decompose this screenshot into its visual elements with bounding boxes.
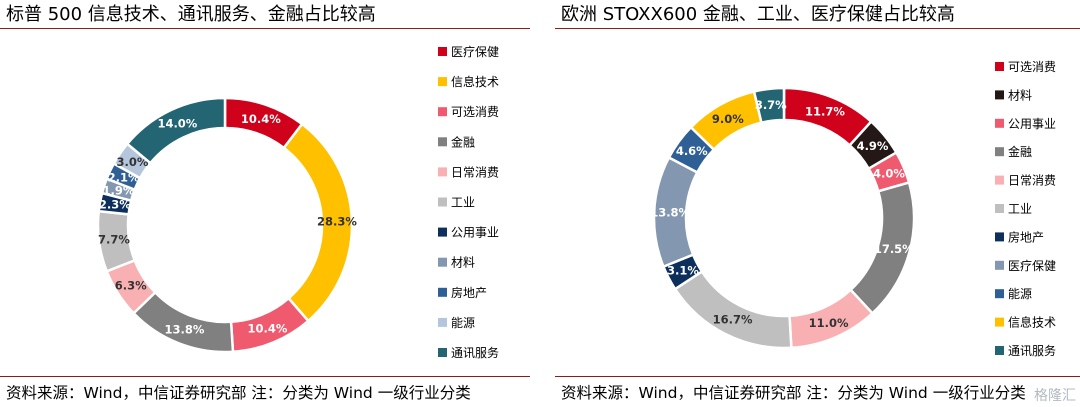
- slice-data-label: 2.3%: [99, 198, 131, 212]
- legend-swatch: [438, 287, 447, 297]
- legend-label: 医疗保健: [1008, 259, 1056, 273]
- donut-slice-11: [125, 96, 227, 165]
- slice-data-label: 11.7%: [805, 105, 845, 119]
- title-divider: [555, 28, 1080, 29]
- legend-swatch: [438, 317, 447, 327]
- legend-swatch: [438, 107, 447, 117]
- donut-slice-11: [752, 86, 786, 125]
- slice-data-label: 4.9%: [857, 139, 889, 153]
- legend-swatch: [995, 346, 1004, 355]
- legend-label: 医疗保健: [451, 45, 499, 59]
- slice-data-label: 4.6%: [676, 144, 708, 158]
- legend-swatch: [995, 289, 1004, 299]
- legend-swatch: [995, 175, 1004, 185]
- legend-label: 可选消费: [451, 105, 499, 119]
- source-divider: [0, 376, 530, 377]
- legend-label: 日常消费: [451, 165, 499, 179]
- source-note: 资料来源：Wind，中信证券研究部 注：分类为 Wind 一级行业分类: [561, 384, 1026, 402]
- donut-slice-6: [673, 269, 793, 350]
- source-divider: [555, 376, 1080, 377]
- chart-title: 欧洲 STOXX600 金融、工业、医疗保健占比较高: [561, 4, 955, 25]
- legend-swatch: [438, 257, 447, 267]
- chart-panel-sp500: 标普 500 信息技术、通讯服务、金融占比较高 10.4% 28.3% 10.4% 1…: [0, 0, 530, 407]
- legend-label: 信息技术: [1008, 315, 1056, 330]
- legend-label: 房地产: [451, 285, 487, 300]
- legend-label: 日常消费: [1008, 174, 1056, 188]
- title-divider: [0, 28, 530, 29]
- legend-swatch: [995, 62, 1004, 71]
- slice-data-label: 3.1%: [667, 264, 699, 278]
- watermark-logo: 格隆汇: [1034, 388, 1076, 404]
- slice-data-label: 16.7%: [713, 313, 753, 327]
- legend-label: 房地产: [1008, 229, 1044, 244]
- legend-label: 材料: [1008, 88, 1032, 102]
- legend-swatch: [995, 118, 1004, 128]
- legend-label: 通讯服务: [1008, 343, 1056, 358]
- legend-swatch: [438, 348, 447, 357]
- slice-data-label: 11.0%: [809, 316, 849, 330]
- slice-data-label: 14.0%: [157, 117, 197, 131]
- legend-swatch: [438, 77, 447, 87]
- slice-data-label: 9.0%: [712, 112, 744, 126]
- legend-swatch: [995, 260, 1004, 270]
- slice-data-label: 28.3%: [317, 214, 357, 228]
- legend-label: 金融: [1008, 144, 1032, 159]
- slice-data-label: 10.4%: [241, 112, 281, 126]
- legend-label: 工业: [451, 196, 475, 210]
- slice-data-label: 13.8%: [165, 322, 205, 336]
- slice-data-label: 7.7%: [98, 233, 130, 247]
- legend-swatch: [438, 197, 447, 207]
- slice-data-label: 17.5%: [874, 242, 914, 256]
- legend-label: 能源: [451, 316, 475, 330]
- chart-title: 标普 500 信息技术、通讯服务、金融占比较高: [6, 4, 376, 25]
- slice-data-label: 3.0%: [117, 155, 149, 169]
- legend-label: 可选消费: [1008, 60, 1056, 74]
- legend-swatch: [438, 227, 447, 237]
- legend-swatch: [995, 90, 1004, 100]
- legend-swatch: [995, 147, 1004, 157]
- legend-swatch: [438, 137, 447, 147]
- legend-label: 通讯服务: [451, 345, 499, 360]
- legend-label: 材料: [451, 256, 475, 270]
- legend-swatch: [438, 47, 447, 56]
- legend-swatch: [995, 204, 1004, 213]
- legend-label: 工业: [1008, 202, 1032, 216]
- donut-chart-sp500: 10.4%28.3%10.4%13.8%6.3%7.7%2.3%1.9%2.1%…: [96, 45, 499, 360]
- donut-chart-stoxx600: 11.7% 4.9% 4.0% 17.5% 11.0% 16.7% 3.1% 13.8% 4.6…: [650, 60, 1056, 358]
- legend-swatch: [438, 167, 447, 177]
- chart-panel-stoxx600: 欧洲 STOXX600 金融、工业、医疗保健占比较高 11.7% 4.9% 4.0%…: [555, 0, 1080, 407]
- slice-data-label: 4.0%: [873, 166, 905, 180]
- source-note: 资料来源：Wind，中信证券研究部 注：分类为 Wind 一级行业分类: [6, 384, 471, 402]
- slice-data-label: 6.3%: [115, 278, 147, 292]
- legend-label: 公用事业: [1008, 117, 1056, 131]
- legend-swatch: [995, 317, 1004, 327]
- legend-label: 公用事业: [451, 226, 499, 240]
- slice-data-label: 13.8%: [650, 205, 690, 219]
- legend-label: 能源: [1008, 287, 1032, 301]
- slice-data-label: 3.7%: [755, 98, 787, 112]
- legend-swatch: [995, 232, 1004, 242]
- legend-label: 金融: [451, 134, 475, 149]
- legend-label: 信息技术: [451, 74, 499, 89]
- slice-data-label: 10.4%: [248, 322, 288, 336]
